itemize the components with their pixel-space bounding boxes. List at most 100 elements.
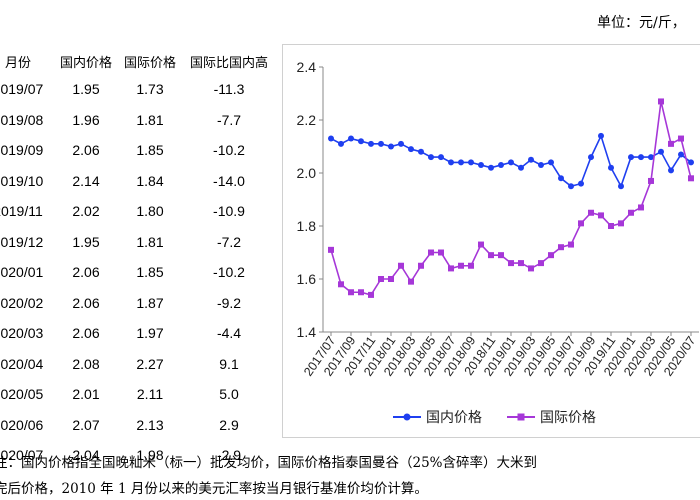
cell-month: 2020/03 [0,325,44,342]
cell-international: 1.81 [136,111,164,128]
cell-diff: 2.9 [219,416,239,433]
y-tick-label: 1.4 [297,324,317,340]
international-price-point [428,249,434,256]
cell-month: 2019/11 [0,203,43,220]
y-tick-label: 1.6 [297,271,317,287]
cell-month: 2019/09 [0,142,44,159]
international-price-point [538,260,544,267]
domestic-price-point [568,183,574,190]
domestic-price-point [588,154,594,161]
y-tick-label: 1.8 [297,218,317,234]
domestic-price-point [338,140,344,147]
international-price-point [348,289,354,296]
domestic-price-point [358,138,364,145]
cell-domestic: 1.95 [72,233,100,250]
cell-diff: 9.1 [219,355,239,372]
domestic-price-point [328,135,334,142]
domestic-price-point [638,154,644,161]
international-price-point [678,135,684,142]
legend-international-label: 国际价格 [540,409,596,425]
table-row: 2019/10 2.14 1.84 -14.0 [0,166,276,197]
international-price-point [478,241,484,248]
chart-frame: 1.4 1.6 1.8 2.0 2.2 2.4 2017/07 2017/09 2017/11 2… [282,44,700,438]
table-row: 2020/04 2.08 2.27 9.1 [0,349,276,380]
domestic-price-point [548,159,554,166]
international-price-point [658,98,664,105]
cell-domestic: 2.01 [72,386,100,403]
cell-diff: -7.7 [216,111,242,128]
cell-international: 1.85 [136,264,164,281]
domestic-price-point [368,140,374,147]
table-row: 2020/01 2.06 1.85 -10.2 [0,257,276,288]
cell-month: 2020/07 [0,447,44,464]
cell-international: 1.87 [136,294,164,311]
international-price-point [508,260,514,267]
domestic-price-point [628,154,634,161]
cell-month: 2020/05 [0,386,44,403]
international-price-point [438,249,444,256]
cell-international: 2.13 [136,416,164,433]
header-domestic: 国内价格 [59,54,112,70]
international-price-point [358,289,364,296]
domestic-price-point [648,154,654,161]
cell-international: 1.85 [136,142,164,159]
cell-diff: -11.3 [213,81,245,98]
domestic-price-point [658,148,664,155]
domestic-price-point [688,159,694,166]
price-table: 月份 国内价格 国际价格 国际比国内高 2019/07 1.95 1.73 -11.3… [0,48,276,471]
table-row: 2019/12 1.95 1.81 -7.2 [0,227,276,258]
cell-month: 2019/07 [0,81,44,98]
header-month: 月份 [4,54,31,70]
domestic-price-point [578,180,584,187]
domestic-price-point [388,143,394,150]
y-tick-label: 2.0 [297,165,317,181]
cell-diff: 5.0 [219,386,239,403]
international-price-point [628,209,634,216]
cell-month: 2020/04 [0,355,44,372]
international-price-point [688,175,694,182]
domestic-price-point [538,162,544,169]
international-price-point [458,262,464,269]
domestic-price-point [408,146,414,153]
international-price-point [608,223,614,229]
cell-month: 2020/02 [0,294,44,311]
cell-international: 1.84 [136,172,164,189]
cell-domestic: 2.08 [72,355,100,372]
cell-domestic: 1.95 [72,81,100,98]
cell-domestic: 2.06 [72,142,100,159]
table-row: 2020/02 2.06 1.87 -9.2 [0,288,276,319]
international-price-point [528,265,534,272]
cell-international: 2.11 [136,386,164,403]
domestic-price-point [438,154,444,161]
cell-diff: -14.0 [213,172,245,189]
international-price-point [648,177,654,184]
cell-diff: -10.2 [213,142,245,159]
footnote-line-1: 注：国内价格指全国晚籼米（标一）批发均价，国际价格指泰国曼谷（25%含碎率）大米… [0,455,538,471]
domestic-price-point [448,159,454,166]
international-price-point [558,244,564,251]
domestic-price-point [458,159,464,166]
domestic-price-point [478,162,484,169]
domestic-price-point [418,148,424,155]
international-price-point [448,265,454,272]
y-tick-label: 2.4 [297,59,317,75]
cell-month: 2019/08 [0,111,44,128]
cell-diff: -7.2 [216,233,242,250]
international-price-point [588,209,594,216]
domestic-price-point [598,132,604,139]
table-row: 2019/11 2.02 1.80 -10.9 [0,196,276,227]
international-price-point [518,260,524,267]
cell-diff: -2.9 [216,447,242,464]
international-price-point [368,291,374,298]
cell-domestic: 1.96 [72,111,100,128]
international-price-point [618,220,624,227]
cell-domestic: 2.06 [72,264,100,281]
header-international: 国际价格 [123,54,176,70]
domestic-price-point [668,167,674,174]
cell-diff: -4.4 [216,325,242,342]
cell-diff: -10.2 [213,264,245,281]
y-tick-label: 2.2 [297,112,317,128]
international-price-point [498,252,504,259]
international-price-point [388,276,394,282]
cell-diff: -9.2 [216,294,242,311]
